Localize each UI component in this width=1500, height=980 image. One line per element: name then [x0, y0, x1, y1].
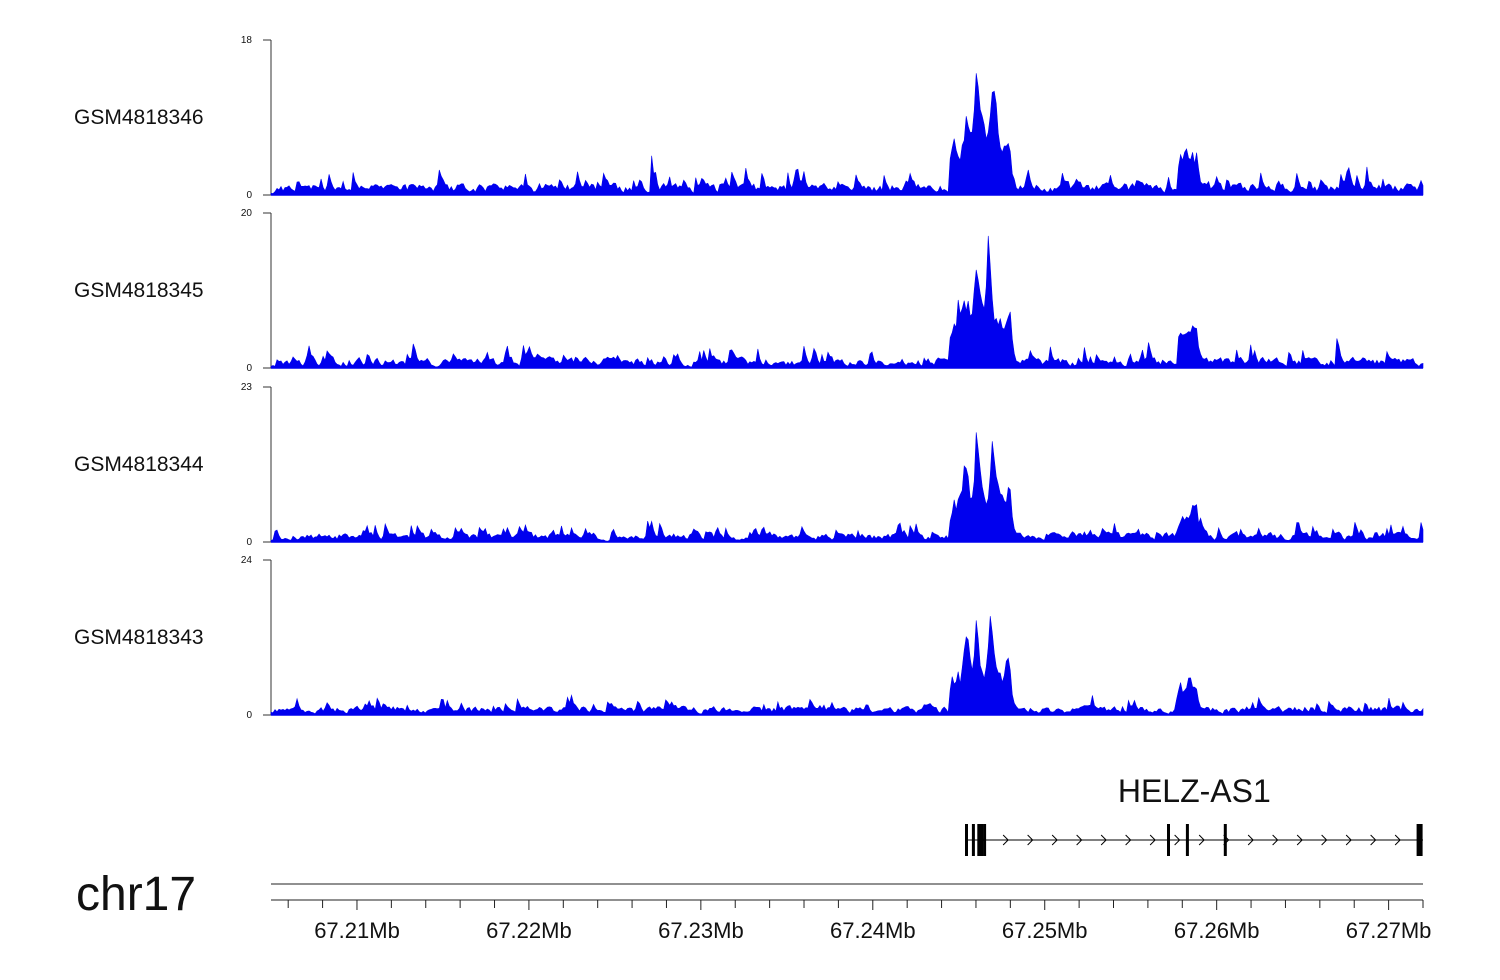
track-label: GSM4818343 — [74, 626, 204, 649]
strand-arrow-marker — [1296, 834, 1303, 846]
chromosome-label: chr17 — [76, 868, 196, 921]
coverage-signal-area — [270, 432, 1424, 543]
gene-annotation-track: HELZ-AS1 — [965, 773, 1423, 856]
strand-arrow-marker — [1198, 834, 1205, 846]
gene-exon — [1416, 824, 1423, 856]
coverage-track: GSM4818343 24 0 — [74, 555, 1424, 721]
coverage-track: GSM4818344 23 0 — [74, 382, 1424, 548]
gene-exon — [1185, 824, 1189, 856]
coverage-track: GSM4818345 20 0 — [74, 208, 1424, 374]
y-axis-min-label: 0 — [246, 363, 252, 374]
y-axis-min-label: 0 — [246, 710, 252, 721]
gene-exon — [983, 824, 987, 856]
y-axis-max-label: 18 — [241, 35, 253, 46]
axis-tick-label: 67.22Mb — [486, 918, 572, 943]
y-axis-min-label: 0 — [246, 537, 252, 548]
gene-exon — [1223, 824, 1227, 856]
gene-label-helz-as1: HELZ-AS1 — [1118, 773, 1271, 809]
coverage-signal-area — [270, 235, 1424, 369]
y-axis-max-label: 23 — [241, 382, 253, 393]
axis-tick-label: 67.25Mb — [1002, 918, 1088, 943]
strand-arrow-marker — [1125, 834, 1132, 846]
axis-tick-label: 67.21Mb — [314, 918, 400, 943]
genome-axis-track: chr17 67.21Mb 67.22Mb 67.23Mb 67.24Mb 67.25M… — [76, 868, 1431, 943]
tracks-layer: GSM4818346180GSM4818345200GSM4818344230G… — [74, 35, 1424, 721]
axis-tick-label: 67.24Mb — [830, 918, 916, 943]
coverage-track: GSM4818346 18 0 — [74, 35, 1424, 201]
strand-arrow-marker — [1149, 834, 1156, 846]
gene-exon — [1167, 824, 1170, 856]
strand-arrow-marker — [1174, 834, 1181, 846]
gene-exon — [977, 824, 984, 856]
axis-tick-label: 67.27Mb — [1346, 918, 1432, 943]
gene-exon — [965, 824, 968, 856]
strand-arrow-marker — [1002, 834, 1009, 846]
strand-arrow-marker — [1345, 834, 1352, 846]
strand-arrow-marker — [1100, 834, 1107, 846]
strand-arrow-marker — [1247, 834, 1254, 846]
strand-arrow-marker — [1051, 834, 1058, 846]
axis-tick-label: 67.23Mb — [658, 918, 744, 943]
track-label: GSM4818345 — [74, 279, 204, 302]
strand-arrow-marker — [1321, 834, 1328, 846]
strand-arrow-marker — [1272, 834, 1279, 846]
track-label: GSM4818344 — [74, 453, 204, 476]
track-label: GSM4818346 — [74, 106, 204, 129]
strand-arrow-marker — [1027, 834, 1034, 846]
y-axis-max-label: 24 — [241, 555, 253, 566]
coverage-signal-area — [270, 616, 1424, 716]
strand-arrow-marker — [1076, 834, 1083, 846]
strand-arrow-marker — [1370, 834, 1377, 846]
coverage-signal-area — [270, 73, 1424, 196]
axis-tick-label: 67.26Mb — [1174, 918, 1260, 943]
gene-exon — [971, 824, 975, 856]
y-axis-min-label: 0 — [246, 190, 252, 201]
y-axis-max-label: 20 — [241, 208, 253, 219]
strand-arrow-marker — [1394, 834, 1401, 846]
